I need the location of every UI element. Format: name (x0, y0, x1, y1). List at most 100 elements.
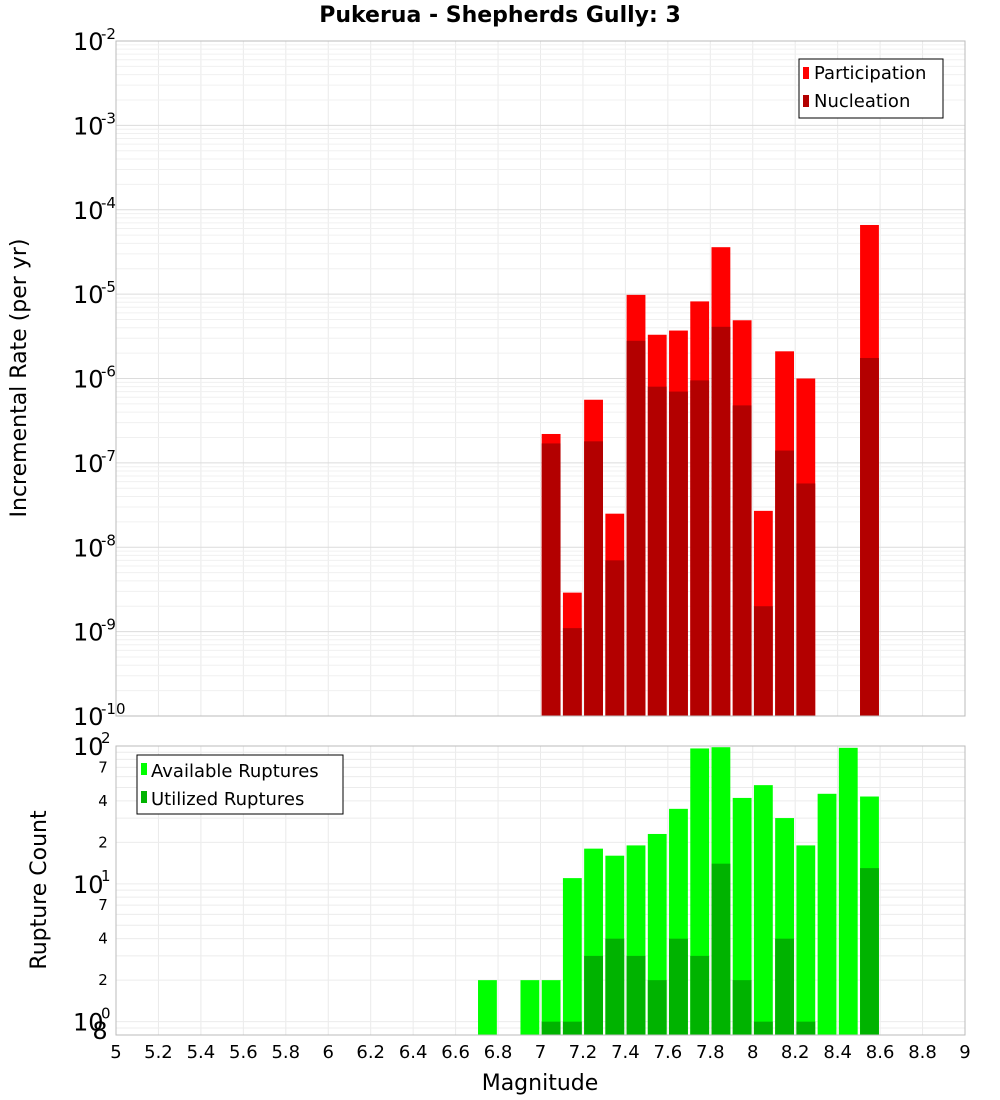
top-nucleation-bar (753, 606, 773, 716)
bottom-utilized-ruptures-bar (669, 938, 688, 1035)
bottom-y-tick-base: 10 (73, 871, 104, 899)
bottom-utilized-ruptures-bar (732, 980, 752, 1035)
participation-legend-label: Participation (814, 63, 926, 84)
top-y-tick-base: 10 (73, 281, 104, 309)
top-y-tick-base: 10 (73, 534, 104, 562)
top-y-tick-base: 10 (73, 112, 104, 140)
bottom-available-ruptures-bar (732, 797, 752, 1035)
top-y-tick-base: 10 (73, 450, 104, 478)
top-y-tick-base: 10 (73, 619, 104, 647)
x-tick-label: 6.4 (399, 1042, 428, 1063)
bottom-utilized-ruptures-bar (690, 955, 710, 1035)
bottom-y-minor-tick-label: 4 (98, 792, 108, 810)
x-tick-label: 5.2 (144, 1042, 173, 1063)
x-tick-label: 9 (959, 1042, 970, 1063)
bottom-available-ruptures-bar (520, 980, 540, 1035)
x-tick-labels: 5 5.2 5.4 5.6 5.8 6 6.2 6.4 6.6 6.8 7 7.2 7.4 7.6 7.8 8… (110, 1042, 970, 1063)
x-tick-label: 8.8 (908, 1042, 937, 1063)
x-tick-label: 7 (535, 1042, 546, 1063)
top-nucleation-bar (690, 380, 710, 716)
top-nucleation-bar (796, 483, 816, 716)
x-tick-label: 8.4 (823, 1042, 852, 1063)
top-y-axis-label: Incremental Rate (per yr) (7, 239, 32, 518)
top-y-tick-exponent: -7 (101, 447, 116, 465)
bottom-available-ruptures-bar (753, 785, 773, 1035)
bottom-available-ruptures-bar (796, 845, 816, 1035)
bottom-utilized-ruptures-bar (584, 955, 603, 1035)
top-y-tick-exponent: -2 (101, 25, 116, 43)
bottom-legend: Available Ruptures Utilized Ruptures (136, 754, 344, 815)
bottom-y-tick-exponent: 1 (101, 867, 111, 885)
x-axis-label: Magnitude (482, 1071, 599, 1096)
top-nucleation-bar (541, 443, 561, 716)
bottom-available-ruptures-bar (817, 793, 837, 1035)
top-nucleation-bar (860, 357, 879, 716)
bottom-utilized-ruptures-bar (775, 938, 794, 1035)
top-y-tick-base: 10 (73, 366, 104, 394)
x-tick-label: 6.8 (484, 1042, 513, 1063)
available-ruptures-legend-label: Available Ruptures (151, 761, 319, 782)
bottom-utilized-ruptures-bar (860, 868, 879, 1035)
top-nucleation-bar (647, 386, 667, 716)
x-tick-label: 6.2 (356, 1042, 385, 1063)
top-legend: Participation Nucleation (798, 58, 944, 119)
x-tick-label: 5.4 (187, 1042, 216, 1063)
bottom-bars (478, 747, 879, 1035)
top-y-tick-exponent: -10 (101, 700, 126, 718)
top-y-tick-labels: 10-210-310-410-510-610-710-810-910-10 (73, 25, 126, 731)
x-tick-label: 5 (110, 1042, 121, 1063)
bottom-y-minor-tick-label: 8 (92, 1017, 107, 1045)
top-nucleation-bar (626, 340, 646, 716)
bottom-utilized-ruptures-bar (605, 938, 625, 1035)
bottom-legend-box (136, 754, 344, 815)
top-nucleation-bar (711, 326, 731, 716)
bottom-utilized-ruptures-bar (711, 863, 731, 1035)
top-grid (115, 41, 966, 717)
participation-legend-swatch (803, 67, 809, 79)
x-tick-label: 7.6 (654, 1042, 683, 1063)
top-y-tick-base: 10 (73, 28, 104, 56)
nucleation-legend-label: Nucleation (814, 91, 910, 112)
top-y-tick-exponent: -6 (101, 363, 116, 381)
utilized-ruptures-legend-label: Utilized Ruptures (151, 789, 304, 810)
bottom-y-minor-tick-label: 7 (98, 896, 108, 914)
x-tick-label: 6 (323, 1042, 334, 1063)
bottom-utilized-ruptures-bar (753, 1021, 773, 1035)
bottom-plot-frame (115, 745, 966, 1036)
available-ruptures-legend-swatch (141, 763, 147, 775)
x-tick-label: 5.8 (271, 1042, 300, 1063)
bottom-utilized-ruptures-bar (562, 1021, 582, 1035)
top-y-tick-exponent: -5 (101, 278, 116, 296)
x-tick-label: 7.2 (569, 1042, 598, 1063)
x-tick-label: 8 (747, 1042, 758, 1063)
bottom-y-tick-base: 10 (73, 733, 104, 761)
bottom-y-tick-exponent: 2 (101, 729, 111, 747)
top-nucleation-bar (562, 628, 582, 716)
x-tick-label: 8.6 (866, 1042, 895, 1063)
chart-title: Pukerua - Shepherds Gully: 3 (319, 3, 681, 28)
bottom-y-minor-tick-label: 7 (98, 758, 108, 776)
bottom-available-ruptures-bar (541, 980, 561, 1035)
top-y-tick-exponent: -4 (101, 194, 116, 212)
top-nucleation-bar (732, 405, 752, 716)
bottom-y-minor-tick-label: 2 (98, 971, 108, 989)
top-y-tick-exponent: -8 (101, 531, 116, 549)
bottom-available-ruptures-bar (562, 878, 582, 1035)
bottom-utilized-ruptures-bar (541, 1021, 561, 1035)
top-nucleation-bar (584, 441, 603, 716)
top-nucleation-bar (775, 450, 794, 716)
bottom-y-minor-tick-label: 2 (98, 833, 108, 851)
top-y-tick-base: 10 (73, 197, 104, 225)
top-nucleation-bar (669, 391, 688, 716)
top-y-tick-exponent: -3 (101, 109, 116, 127)
bottom-available-ruptures-bar (478, 980, 497, 1035)
bottom-y-tick-base: 10 (73, 1009, 104, 1037)
nucleation-legend-swatch (803, 95, 809, 107)
bottom-utilized-ruptures-bar (626, 955, 646, 1035)
bottom-y-minor-tick-label: 4 (98, 930, 108, 948)
x-tick-label: 8.2 (781, 1042, 810, 1063)
top-legend-box (798, 58, 944, 119)
x-tick-label: 5.6 (229, 1042, 258, 1063)
top-plot-frame (115, 40, 966, 717)
